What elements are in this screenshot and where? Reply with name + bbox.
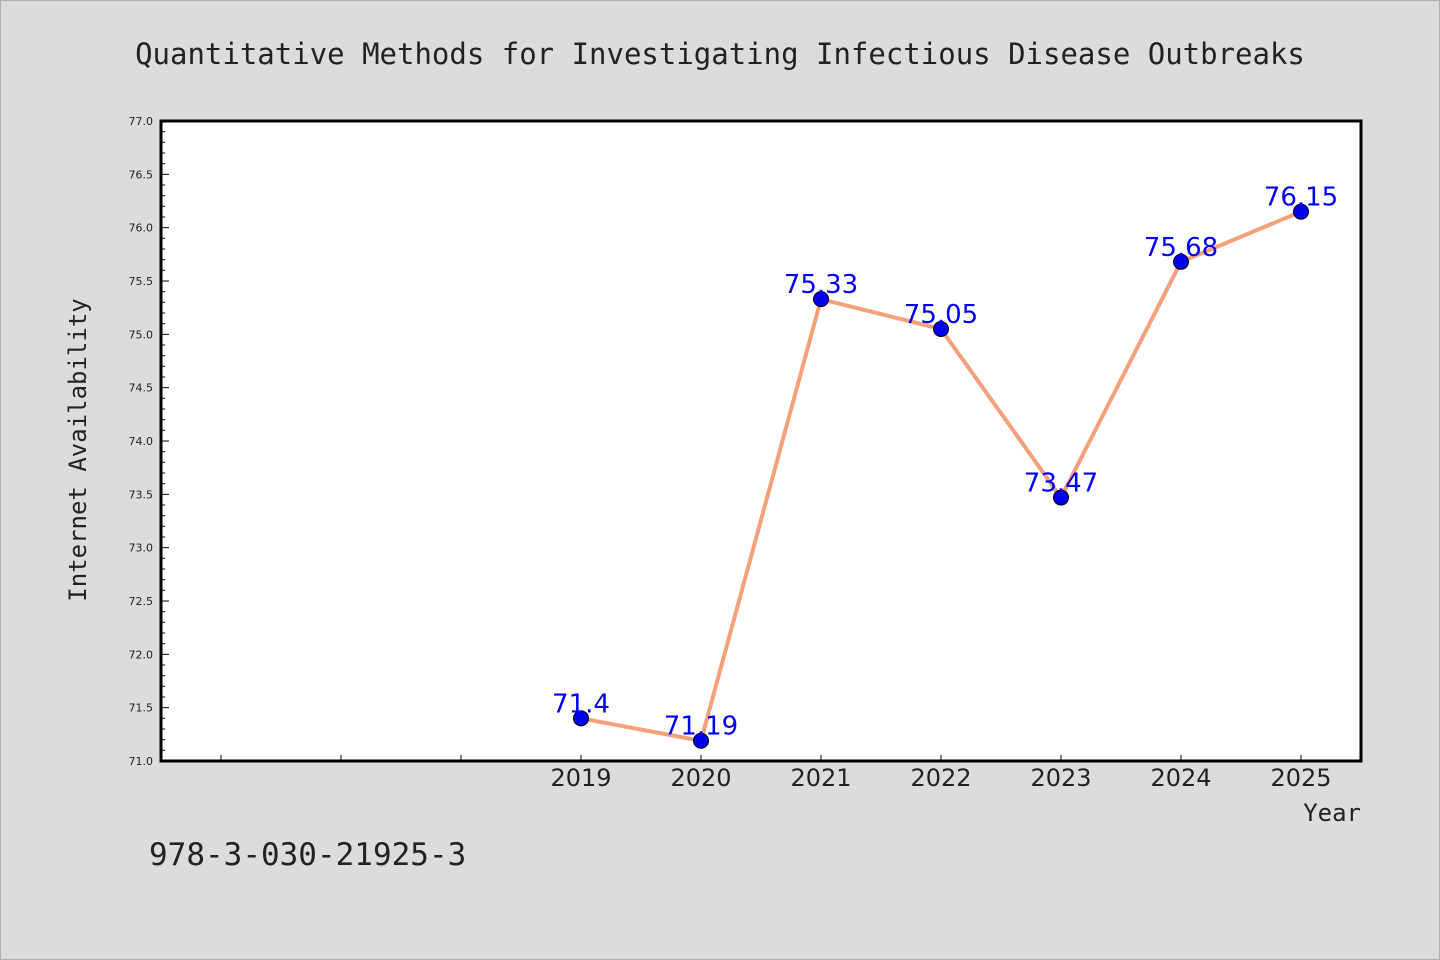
data-label: 76.15: [1264, 183, 1338, 213]
y-tick-label: 73.0: [129, 542, 154, 555]
y-tick-label: 74.5: [129, 382, 154, 395]
data-point: [813, 291, 829, 308]
data-label: 71.4: [552, 689, 610, 719]
x-tick-label: 2021: [790, 764, 851, 792]
data-point: [1293, 203, 1309, 220]
data-point: [1053, 489, 1069, 506]
isbn-text: 978-3-030-21925-3: [149, 837, 466, 873]
y-tick-label: 76.5: [129, 168, 154, 181]
x-tick-label: 2022: [910, 764, 971, 792]
x-tick-label: 2020: [670, 764, 731, 792]
y-tick-label: 72.5: [129, 595, 154, 608]
y-tick-label: 72.0: [129, 648, 154, 661]
x-tick-label: 2024: [1150, 764, 1211, 792]
plot-area: [159, 119, 1363, 763]
data-point: [693, 732, 709, 749]
y-tick-label: 74.0: [129, 435, 154, 448]
y-axis-ticks: 71.0 71.5 72.0 72.5 73.0 73.5 74.0 74.5 75.0 75.5…: [129, 115, 169, 768]
y-tick-label: 71.0: [129, 755, 154, 768]
data-point: [933, 321, 949, 337]
x-tick-label: 2019: [550, 764, 611, 792]
y-tick-label: 77.0: [129, 115, 154, 128]
chart-title: Quantitative Methods for Investigating I…: [135, 37, 1305, 71]
data-label: 75.33: [784, 270, 858, 300]
data-point: [1173, 253, 1189, 270]
x-tick-label: 2025: [1270, 764, 1331, 792]
x-axis-ticks: 2019 2020 2021 2022 2023 2024 2025: [220, 755, 1332, 792]
data-point: [573, 710, 589, 727]
y-tick-label: 73.5: [129, 488, 154, 501]
y-tick-label: 76.0: [129, 222, 154, 235]
series-group: [573, 203, 1309, 749]
x-axis-label: Year: [1303, 799, 1361, 827]
data-label: 73.47: [1024, 469, 1098, 499]
data-label: 75.68: [1144, 233, 1218, 263]
y-tick-label: 71.5: [129, 702, 154, 715]
data-labels-group: 71.4 71.19 75.33 75.05 73.47 75.68 76.15: [552, 183, 1338, 742]
y-axis-label: Internet Availability: [64, 298, 92, 601]
x-tick-label: 2023: [1030, 764, 1091, 792]
y-tick-label: 75.5: [129, 275, 154, 288]
y-tick-label: 75.0: [129, 328, 154, 341]
data-label: 71.19: [664, 712, 738, 742]
data-label: 75.05: [904, 300, 978, 330]
